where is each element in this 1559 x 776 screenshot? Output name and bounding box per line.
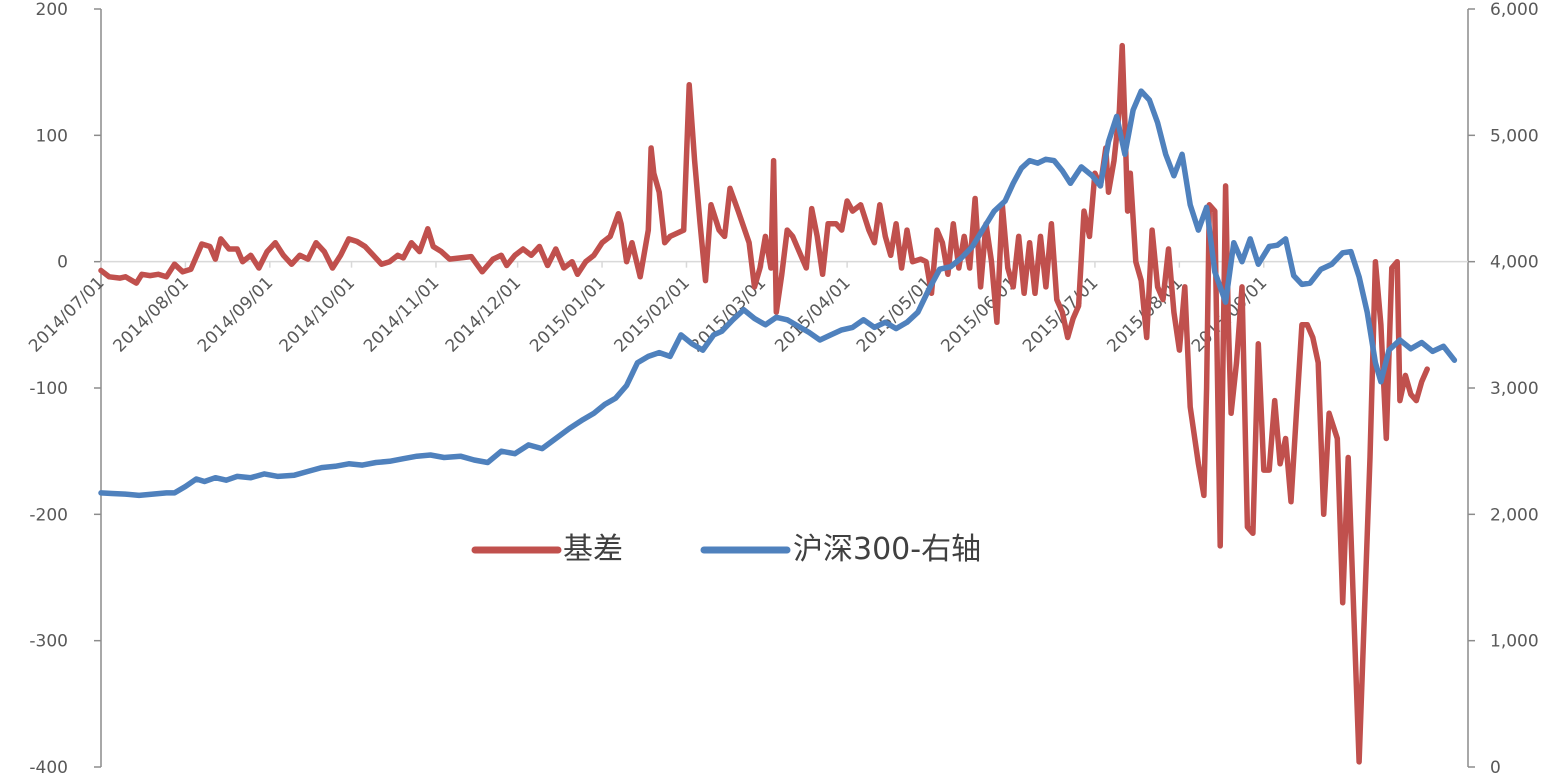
- x-tick-label: 2015/05/01: [853, 273, 936, 356]
- x-tick-label: 2014/10/01: [276, 273, 359, 356]
- y-right-tick-label: 1,000: [1490, 632, 1539, 652]
- legend: 基差 沪深300-右轴: [471, 532, 981, 567]
- y-left-tick-label: -400: [29, 758, 68, 776]
- series-lines: [98, 42, 1458, 765]
- y-left-tick-label: 0: [57, 253, 68, 273]
- y-right-tick-label: 6,000: [1490, 0, 1539, 20]
- y-left-tick-label: 200: [36, 0, 68, 20]
- y-left-tick-label: -200: [29, 505, 68, 525]
- y-left-tick-label: 100: [36, 126, 68, 146]
- y-right-tick-label: 0: [1490, 758, 1501, 776]
- legend-label: 基差: [563, 532, 623, 567]
- x-tick-label: 2015/01/01: [526, 273, 609, 356]
- x-tick-label: 2015/02/01: [611, 273, 694, 356]
- basis-series-line: [98, 42, 1430, 765]
- x-tick-label: 2014/07/01: [25, 273, 108, 356]
- y-right-tick-label: 3,000: [1490, 379, 1539, 399]
- x-tick-label: 2014/11/01: [360, 273, 443, 356]
- y-right-tick-label: 2,000: [1490, 505, 1539, 525]
- legend-label: 沪深300-右轴: [793, 532, 981, 567]
- y-left-tick-label: -100: [29, 379, 68, 399]
- x-tick-label: 2014/09/01: [194, 273, 277, 356]
- csi300-series-line: [98, 88, 1458, 499]
- x-tick-label: 2014/08/01: [110, 273, 193, 356]
- y-right-tick-label: 4,000: [1490, 253, 1539, 273]
- y-right-tick-label: 5,000: [1490, 126, 1539, 146]
- axes: -400 -300 -200 -100 0 100 200 0 1,000 2,000 3,000 4…: [25, 0, 1539, 776]
- x-tick-label: 2015/04/01: [771, 273, 854, 356]
- y-left-tick-label: -300: [29, 632, 68, 652]
- x-tick-label: 2014/12/01: [442, 273, 525, 356]
